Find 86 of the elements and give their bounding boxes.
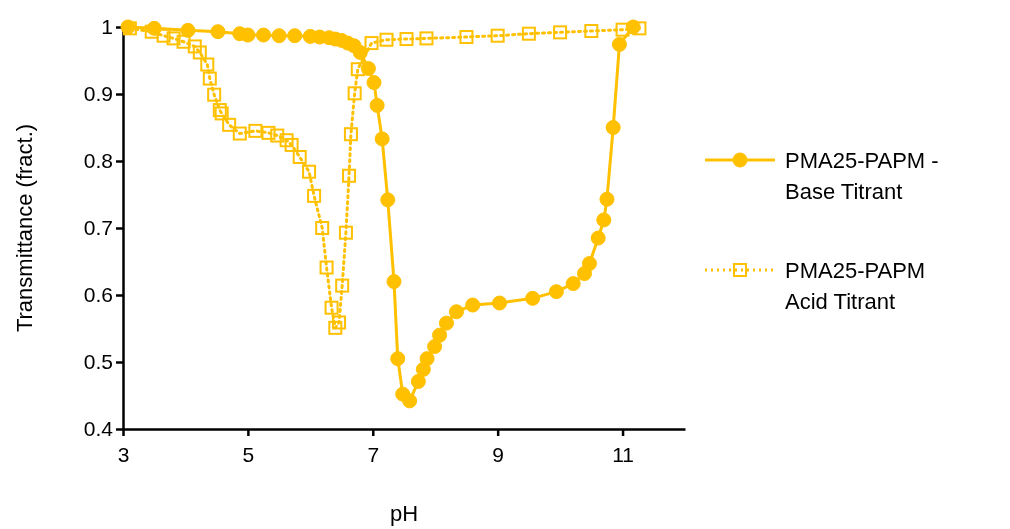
point	[419, 31, 434, 46]
point	[332, 315, 347, 330]
y-axis-title: Transmittance (fract.)	[12, 123, 37, 333]
point	[328, 320, 343, 335]
point	[399, 32, 414, 47]
point	[192, 45, 207, 60]
point	[324, 300, 339, 315]
point	[166, 31, 181, 46]
point	[521, 26, 536, 41]
point	[386, 274, 402, 290]
point	[156, 28, 171, 43]
point	[366, 75, 382, 91]
point	[350, 62, 365, 77]
point	[302, 164, 317, 179]
point	[342, 168, 357, 183]
point	[584, 24, 599, 39]
point	[338, 225, 353, 240]
point	[287, 28, 303, 44]
legend-label: PMA25-PAPM - Base Titrant	[785, 147, 939, 204]
point	[222, 117, 237, 132]
point	[292, 149, 307, 164]
y-tick-label: 1	[101, 15, 113, 39]
point	[176, 34, 191, 49]
point	[379, 32, 394, 47]
point	[553, 25, 568, 40]
point	[343, 127, 358, 142]
x-tick-label: 7	[367, 443, 380, 467]
point	[261, 125, 276, 140]
point	[307, 188, 322, 203]
point	[448, 304, 464, 320]
point	[248, 123, 263, 138]
y-tick-label: 0.7	[83, 216, 113, 240]
y-tick-label: 0.9	[83, 82, 113, 106]
point	[402, 393, 418, 409]
point	[427, 339, 443, 355]
point	[611, 36, 627, 52]
y-tick-label: 0.8	[83, 149, 113, 173]
x-tick-label: 9	[492, 443, 505, 467]
point	[581, 256, 597, 272]
y-tick-label: 0.6	[83, 283, 113, 307]
point	[605, 120, 621, 135]
x-tick-label: 5	[242, 443, 255, 467]
point	[202, 71, 217, 86]
point	[319, 260, 334, 275]
point	[465, 297, 481, 313]
legend-label: PMA25-PAPM Acid Titrant	[785, 257, 926, 314]
point	[596, 212, 612, 228]
point	[599, 191, 615, 207]
point	[438, 315, 454, 331]
point	[492, 295, 508, 311]
point	[565, 276, 581, 292]
point	[419, 351, 435, 367]
point	[315, 221, 330, 235]
point	[207, 87, 222, 102]
y-tick-label: 0.5	[83, 350, 113, 374]
point	[490, 28, 505, 43]
point	[374, 131, 390, 147]
point	[210, 24, 226, 40]
x-tick-label: 11	[612, 443, 634, 467]
point	[180, 22, 196, 38]
point	[187, 39, 202, 54]
point	[144, 24, 159, 39]
point	[525, 290, 541, 306]
point	[232, 126, 247, 141]
point	[410, 373, 426, 389]
point	[390, 351, 406, 367]
point	[380, 192, 396, 208]
point	[548, 284, 564, 300]
x-axis-title: pH	[389, 501, 419, 526]
point	[347, 86, 362, 101]
point	[271, 28, 287, 44]
point	[632, 21, 647, 36]
point	[364, 36, 379, 51]
point	[270, 128, 285, 143]
x-tick-label: 3	[117, 443, 130, 467]
point	[432, 327, 448, 343]
point	[284, 137, 299, 152]
point	[615, 22, 630, 37]
point	[369, 97, 385, 113]
y-tick-label: 0.4	[83, 417, 114, 441]
point	[335, 278, 350, 293]
point	[256, 27, 271, 43]
point	[590, 230, 606, 246]
point	[279, 133, 294, 148]
point	[459, 30, 474, 45]
point	[200, 57, 215, 72]
